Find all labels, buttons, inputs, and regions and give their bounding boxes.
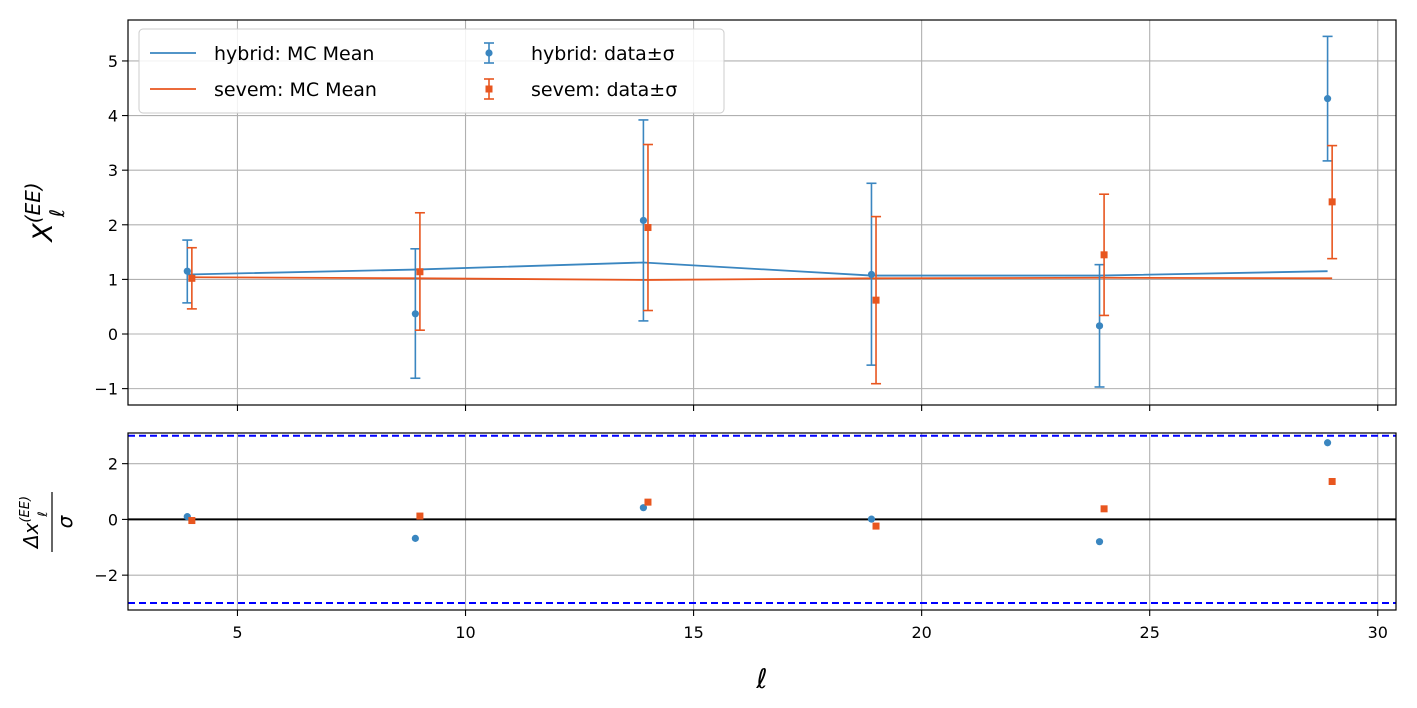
sevem-data-point <box>416 268 424 276</box>
hybrid-mc-mean-line <box>187 261 1328 277</box>
top-x-ticks <box>236 405 1379 411</box>
bottom-y-tick-label: 2 <box>108 455 118 474</box>
hybrid-data-point <box>639 504 648 512</box>
legend-label-sevem-data: sevem: data±σ <box>531 79 677 101</box>
bottom-y-tick-label: −2 <box>94 566 118 585</box>
sevem-data-point <box>1328 198 1336 206</box>
legend-swatch-hybrid-data <box>484 42 494 64</box>
legend-label-sevem-mean: sevem: MC Mean <box>214 79 377 101</box>
sevem-data-point <box>1328 478 1336 486</box>
bottom-x-tick-label: 30 <box>1368 623 1388 642</box>
bottom-ylabel-sup: (EE) <box>18 496 33 523</box>
top-panel: −1 0 1 2 3 4 5 X(EE) ℓ hybrid: MC Mean sevem: … <box>21 19 1397 411</box>
top-series <box>182 35 1338 388</box>
sevem-data-point <box>1100 505 1108 513</box>
bottom-ylabel: Δx(EE) ℓ σ <box>18 492 77 552</box>
sevem-data-point <box>872 522 880 530</box>
bottom-x-tick-label: 5 <box>232 623 242 642</box>
sevem-data-point <box>188 517 196 525</box>
legend-label-hybrid-data: hybrid: data±σ <box>531 43 675 65</box>
top-y-tick-label: 4 <box>108 107 118 126</box>
top-y-tick-label: 1 <box>108 270 118 289</box>
top-frame <box>127 19 1397 406</box>
top-ylabel: X(EE) ℓ <box>21 182 69 243</box>
bottom-x-tick-label: 15 <box>683 623 703 642</box>
svg-text:Δx(EE): Δx(EE) <box>18 496 43 550</box>
hybrid-data-point <box>1095 538 1104 546</box>
bottom-ylabel-den: σ <box>53 514 77 528</box>
sevem-data-point <box>416 512 424 520</box>
legend: hybrid: MC Mean sevem: MC Mean hybrid: d… <box>138 28 725 114</box>
sevem-data-point <box>644 498 652 506</box>
legend-swatch-sevem-data <box>484 78 494 100</box>
hybrid-data-point <box>867 515 876 523</box>
top-y-tick-label: 3 <box>108 161 118 180</box>
legend-label-hybrid-mean: hybrid: MC Mean <box>214 43 374 65</box>
legend-box <box>138 28 725 114</box>
bottom-x-tick-label: 20 <box>911 623 931 642</box>
bottom-y-ticks: −2 0 2 <box>94 455 128 585</box>
sevem-data-point <box>188 274 196 282</box>
sevem-data-point <box>872 296 880 304</box>
bottom-x-ticks: 5 10 15 20 25 30 <box>232 610 1388 642</box>
bottom-series <box>183 439 1336 546</box>
bottom-y-tick-label: 0 <box>108 510 118 529</box>
hybrid-data-point <box>639 216 648 225</box>
top-ylabel-sup: (EE) <box>21 182 45 223</box>
sevem-data-point <box>644 224 652 232</box>
top-ylabel-sub: ℓ <box>45 209 69 218</box>
bottom-plot-area <box>128 433 1396 610</box>
bottom-ylabel-num: Δx <box>19 522 43 550</box>
bottom-ylabel-sub: ℓ <box>36 511 51 517</box>
hybrid-data-point <box>411 534 419 542</box>
bottom-panel: −2 0 2 5 10 15 20 25 30 Δx(EE) ℓ σ ℓ <box>18 432 1397 695</box>
top-ylabel-main: X <box>28 223 59 244</box>
hybrid-data-point <box>411 310 419 318</box>
top-y-tick-label: 0 <box>108 325 118 344</box>
svg-text:X(EE): X(EE) <box>21 182 59 243</box>
top-y-tick-label: −1 <box>94 380 118 399</box>
hybrid-data-point <box>183 267 191 275</box>
sevem-data-point <box>1100 251 1108 259</box>
top-y-ticks: −1 0 1 2 3 4 5 <box>94 52 128 399</box>
top-y-tick-label: 2 <box>108 216 118 235</box>
hybrid-data-point <box>1323 95 1332 103</box>
bottom-frame <box>127 432 1397 611</box>
hybrid-data-point <box>1323 439 1332 447</box>
sevem-mc-mean-line <box>191 276 1333 281</box>
hybrid-data-point <box>1095 322 1104 330</box>
bottom-x-tick-label: 10 <box>455 623 475 642</box>
x-axis-label: ℓ <box>755 664 767 695</box>
hybrid-data-point <box>867 270 876 279</box>
bottom-x-tick-label: 25 <box>1140 623 1160 642</box>
bottom-reference-lines <box>128 434 1396 605</box>
top-y-tick-label: 5 <box>108 52 118 71</box>
